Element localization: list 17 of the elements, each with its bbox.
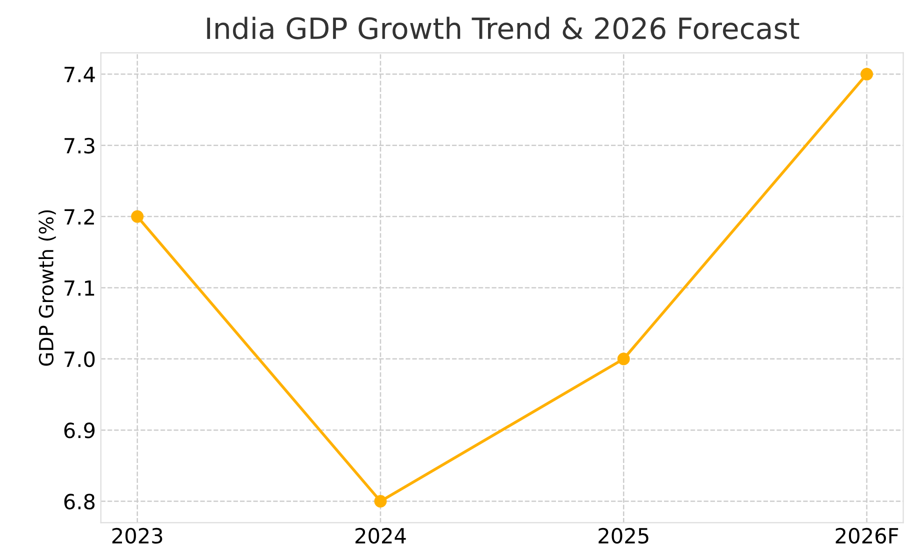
point [374,495,387,508]
y-tick-label: 7.2 [64,209,94,224]
y-tick-label: 7.3 [64,138,94,154]
x-tick-label: 2024 [356,528,406,544]
x-tick-label: 2026F [836,528,898,544]
y-tick-label: 6.8 [64,494,95,510]
point [617,352,630,366]
y-tick-label: 7.1 [64,280,94,296]
point [860,68,874,80]
point [131,210,144,223]
chart-title: India GDP Growth Trend & 2026 Forecast [207,16,800,40]
y-tick-label: 6.9 [64,422,95,438]
y-axis-title: GDP Growth (%) [38,210,56,366]
y-tick-label: 7.4 [64,66,95,82]
y-tick-label: 7.0 [64,351,95,368]
x-tick-label: 2023 [112,528,162,544]
x-tick-label: 2025 [598,528,648,544]
